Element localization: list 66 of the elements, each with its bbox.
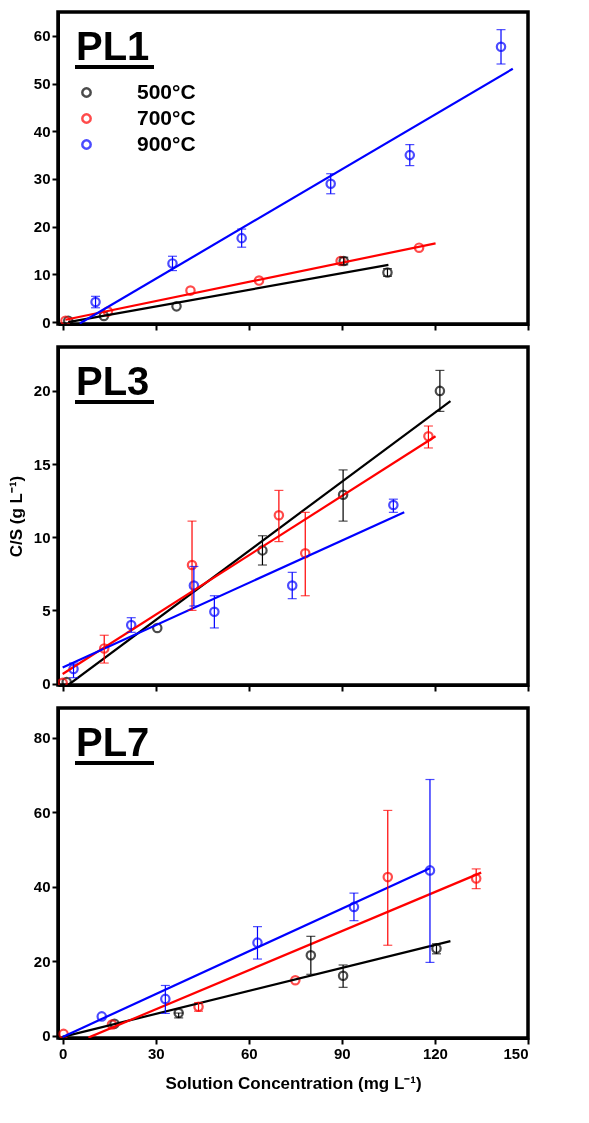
point: [160, 993, 171, 1005]
y-tick-label: 15: [33, 455, 51, 473]
point: [470, 873, 482, 884]
y-tick-label: 0: [42, 675, 51, 693]
y-tick-label: 40: [33, 122, 51, 140]
point: [96, 1011, 108, 1022]
chart-title: PL3: [76, 359, 150, 403]
point: [58, 677, 68, 685]
x-axis-title: Solution Concentration (mg L⁻¹): [165, 1073, 422, 1093]
point: [404, 149, 416, 161]
point: [252, 937, 263, 948]
x-tick-label: 0: [58, 1044, 68, 1062]
y-tick-label: 30: [33, 170, 51, 188]
point: [424, 865, 436, 876]
x-tick-label: 150: [503, 1044, 529, 1062]
point: [236, 232, 247, 244]
point: [434, 385, 446, 397]
y-tick-label: 20: [33, 382, 51, 400]
y-tick-label: 5: [42, 601, 51, 619]
chart-title: PL1: [76, 24, 150, 68]
point: [186, 559, 198, 571]
point: [495, 41, 507, 53]
point: [188, 580, 200, 591]
legend-label: 700°C: [137, 105, 196, 129]
x-tick-label: 30: [147, 1044, 165, 1062]
point: [58, 1028, 69, 1038]
point: [382, 871, 394, 883]
point: [257, 545, 268, 556]
point: [337, 970, 349, 982]
y-tick-label: 0: [42, 1027, 51, 1045]
point: [209, 606, 220, 618]
legend-label: 500°C: [137, 79, 196, 103]
point: [325, 178, 336, 190]
y-tick-label: 40: [33, 878, 51, 896]
legend-label: 900°C: [137, 131, 196, 155]
y-axis-title: C/S (g L⁻¹): [6, 475, 26, 558]
point: [337, 489, 349, 501]
x-tick-label: 90: [334, 1044, 351, 1062]
point: [299, 548, 311, 559]
point: [305, 950, 317, 961]
point: [98, 643, 110, 654]
x-tick-label: 60: [240, 1044, 258, 1062]
point: [102, 306, 114, 317]
point: [290, 974, 301, 986]
point: [286, 580, 298, 591]
y-tick-label: 50: [33, 75, 51, 93]
y-tick-label: 0: [42, 313, 51, 331]
point: [171, 301, 182, 312]
point: [253, 275, 265, 286]
y-tick-label: 60: [33, 803, 51, 821]
point: [413, 242, 425, 253]
y-tick-label: 20: [33, 952, 51, 970]
point: [173, 1007, 184, 1019]
point: [98, 310, 110, 322]
point: [68, 663, 79, 675]
point: [348, 901, 360, 913]
x-tick-label: 120: [422, 1044, 448, 1062]
chart-title: PL7: [76, 720, 150, 764]
point: [151, 622, 163, 634]
y-tick-label: 20: [33, 218, 51, 236]
y-tick-label: 10: [33, 265, 51, 283]
point: [273, 509, 285, 521]
y-tick-label: 10: [33, 528, 51, 546]
point: [185, 285, 196, 296]
y-tick-label: 60: [33, 27, 51, 45]
y-tick-label: 80: [33, 729, 51, 747]
